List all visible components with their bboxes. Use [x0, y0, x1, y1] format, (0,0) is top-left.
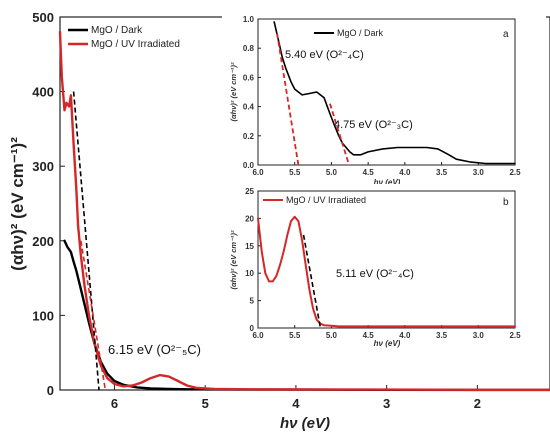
- a-y-tick-label: 1.0: [243, 15, 255, 24]
- inset-a-legend: MgO / Dark: [314, 28, 384, 38]
- main-x-tick-label: 5: [202, 396, 209, 411]
- inset-b: 6.0 5.5 5.0 4.5 4.0 3.5 3.0 2.5 0 5 10 15 20 25 MgO /…: [222, 184, 546, 354]
- main-x-tick-label: 3: [383, 396, 390, 411]
- main-y-tick-label: 0: [47, 383, 54, 398]
- b-x-tick-label: 4.5: [363, 331, 375, 340]
- main-y-tick-label: 100: [32, 308, 54, 323]
- a-x-tick-label: 6.0: [252, 168, 264, 177]
- a-x-tick-label: 3.0: [473, 168, 485, 177]
- inset-b-series: [257, 215, 516, 329]
- main-series: [58, 30, 550, 392]
- main-y-axis-label: (αhν)² (eV cm⁻¹)²: [8, 137, 27, 271]
- main-legend-label-dark: MgO / Dark: [91, 25, 143, 36]
- inset-b-axis-ticks: 6.0 5.5 5.0 4.5 4.0 3.5 3.0 2.5 0 5 10 15 20 25: [245, 187, 521, 340]
- inset-a-background: [222, 2, 546, 187]
- main-annotation-6-15: 6.15 eV (O²⁻₅C): [108, 342, 201, 357]
- b-y-tick-label: 15: [245, 242, 254, 251]
- main-legend: MgO / Dark MgO / UV Irradiated: [68, 25, 180, 50]
- a-y-tick-label: 0.0: [243, 161, 255, 170]
- main-x-tick-label: 6: [111, 396, 118, 411]
- main-y-tick-label: 300: [32, 159, 54, 174]
- main-fit-line-1: [80, 240, 107, 391]
- inset-a-y-axis-label: (αhν)² (eV cm⁻¹)²: [229, 62, 238, 122]
- main-y-tick-label: 400: [32, 85, 54, 100]
- b-series-line-0: [257, 215, 516, 328]
- main-x-tick-label: 4: [292, 396, 300, 411]
- b-y-tick-label: 10: [245, 269, 254, 278]
- b-y-tick-label: 5: [250, 297, 255, 306]
- b-x-tick-label: 5.5: [289, 331, 301, 340]
- inset-b-y-axis-label: (αhν)² (eV cm⁻¹)²: [229, 230, 238, 290]
- inset-a-annotation-5-40: 5.40 eV (O²⁻₄C): [285, 49, 364, 61]
- main-series-line-1: [58, 30, 550, 391]
- inset-b-plot-frame: [257, 190, 516, 329]
- b-x-tick-label: 4.0: [399, 331, 411, 340]
- inset-b-legend-label: MgO / UV Irradiated: [286, 195, 366, 205]
- inset-b-annotation-5-11: 5.11 eV (O²⁻₄C): [336, 268, 414, 280]
- a-x-tick-label: 5.0: [326, 168, 338, 177]
- inset-a-x-axis-label: hν (eV): [374, 178, 401, 187]
- a-y-tick-label: 0.4: [243, 103, 255, 112]
- inset-b-x-axis-label: hν (eV): [374, 339, 401, 348]
- b-x-tick-label: 3.0: [473, 331, 485, 340]
- a-y-tick-label: 0.8: [243, 44, 255, 53]
- inset-a-axis-ticks: 6.0 5.5 5.0 4.5 4.0 3.5 3.0 2.5 0.0 0.2 0.4 0.6 0.8 1…: [243, 15, 521, 177]
- b-y-tick-label: 25: [245, 187, 254, 196]
- a-y-tick-label: 0.6: [243, 73, 255, 82]
- main-y-tick-label: 200: [32, 234, 54, 249]
- inset-a: 6.0 5.5 5.0 4.5 4.0 3.5 3.0 2.5 0.0 0.2 0.4 0.6 0.8 1…: [222, 2, 546, 187]
- a-x-tick-label: 3.5: [436, 168, 448, 177]
- main-x-axis-label: hν (eV): [280, 415, 330, 432]
- a-x-tick-label: 4.5: [363, 168, 375, 177]
- a-x-tick-label: 4.0: [399, 168, 411, 177]
- b-y-tick-label: 20: [245, 214, 254, 223]
- a-fit-line-1: [329, 103, 350, 166]
- b-x-tick-label: 6.0: [252, 331, 264, 340]
- inset-a-legend-label: MgO / Dark: [337, 28, 384, 38]
- main-fit-line-0: [72, 91, 100, 391]
- inset-a-panel-label: a: [503, 29, 509, 40]
- inset-a-annotation-4-75: 4.75 eV (O²⁻₃C): [334, 119, 413, 131]
- a-x-tick-label: 5.5: [289, 168, 301, 177]
- main-x-tick-label: 2: [474, 396, 481, 411]
- b-x-tick-label: 2.5: [509, 331, 521, 340]
- a-fit-line-0: [276, 33, 300, 166]
- a-x-tick-label: 2.5: [509, 168, 521, 177]
- main-legend-label-uv: MgO / UV Irradiated: [91, 39, 180, 50]
- inset-b-legend: MgO / UV Irradiated: [263, 195, 366, 205]
- b-x-tick-label: 5.0: [326, 331, 338, 340]
- a-y-tick-label: 0.2: [243, 132, 255, 141]
- inset-a-series: [273, 21, 516, 166]
- inset-b-panel-label: b: [503, 197, 509, 208]
- b-y-tick-label: 0: [250, 324, 255, 333]
- b-x-tick-label: 3.5: [436, 331, 448, 340]
- a-series-line-0: [273, 21, 516, 165]
- main-y-tick-label: 500: [32, 10, 54, 25]
- inset-a-plot-frame: [257, 18, 516, 166]
